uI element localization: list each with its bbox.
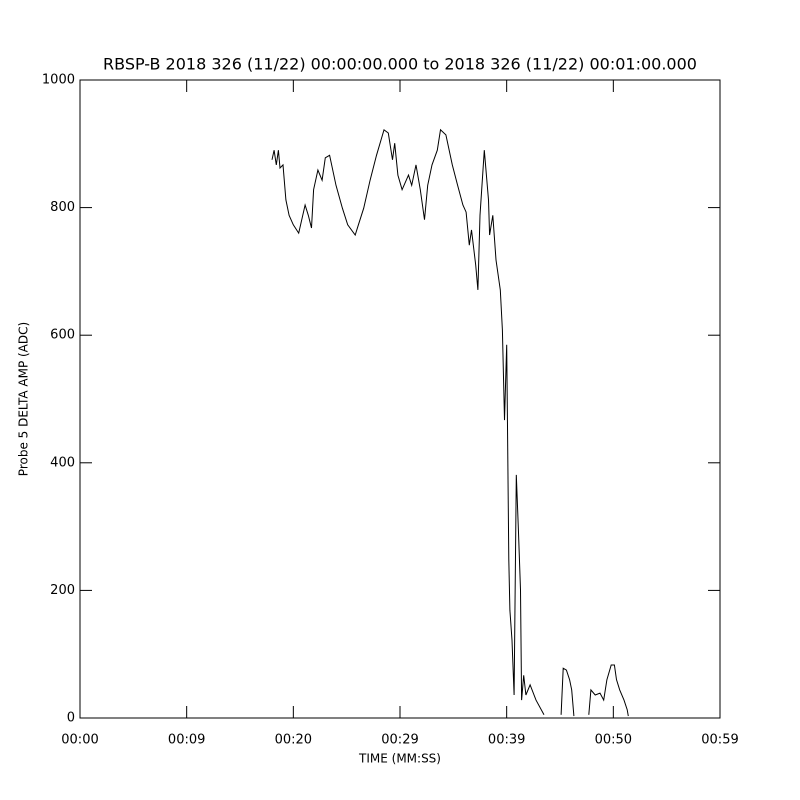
- x-tick-label: 00:50: [595, 733, 632, 748]
- y-tick-label: 200: [50, 583, 75, 598]
- x-tick-label: 00:59: [701, 733, 738, 748]
- x-tick-label: 00:00: [61, 733, 98, 748]
- x-tick-label: 00:39: [488, 733, 525, 748]
- y-axis-label: Probe 5 DELTA AMP (ADC): [17, 322, 31, 476]
- y-tick-label: 600: [50, 328, 75, 343]
- y-tick-label: 400: [50, 455, 75, 470]
- y-tick-label: 0: [67, 711, 75, 726]
- x-tick-label: 00:29: [381, 733, 418, 748]
- x-tick-label: 00:09: [168, 733, 205, 748]
- chart-title: RBSP-B 2018 326 (11/22) 00:00:00.000 to …: [103, 55, 697, 74]
- x-tick-label: 00:20: [275, 733, 312, 748]
- y-tick-label: 1000: [42, 73, 75, 88]
- y-tick-label: 800: [50, 200, 75, 215]
- x-axis-label: TIME (MM:SS): [358, 752, 441, 766]
- data-line: [271, 128, 629, 717]
